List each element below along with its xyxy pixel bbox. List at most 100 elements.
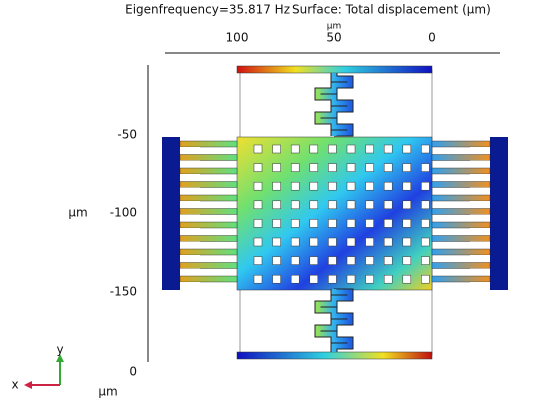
comb-gap bbox=[470, 174, 490, 182]
top-bar bbox=[236, 65, 433, 74]
etch-hole bbox=[402, 237, 412, 247]
etch-hole bbox=[253, 274, 263, 284]
comb-finger bbox=[179, 154, 238, 161]
comb-finger bbox=[431, 194, 491, 202]
etch-hole bbox=[365, 181, 374, 191]
comb-finger bbox=[431, 235, 491, 242]
comb-gap bbox=[180, 201, 200, 209]
etch-hole bbox=[383, 256, 393, 265]
etch-hole bbox=[383, 200, 393, 210]
comb-finger bbox=[431, 262, 491, 269]
etch-hole bbox=[346, 219, 356, 228]
spring bbox=[315, 73, 353, 136]
surface-label: Surface: Total displacement (µm) bbox=[292, 3, 491, 17]
etch-hole bbox=[290, 219, 300, 228]
comb-gap bbox=[470, 201, 490, 209]
triad: y x µm bbox=[11, 343, 117, 399]
etch-hole bbox=[309, 219, 319, 228]
comb-gap bbox=[470, 214, 490, 222]
etch-hole bbox=[383, 163, 393, 172]
etch-hole bbox=[253, 163, 263, 172]
triad-x: x bbox=[11, 378, 18, 392]
comb-gap bbox=[180, 160, 200, 168]
etch-hole bbox=[421, 200, 430, 210]
bottom-tick: 0 bbox=[129, 365, 137, 379]
spring bbox=[315, 289, 353, 352]
etch-hole bbox=[346, 163, 356, 172]
comb-gap bbox=[470, 187, 490, 195]
etch-hole bbox=[290, 163, 300, 172]
etch-hole bbox=[383, 219, 393, 228]
etch-hole bbox=[272, 274, 281, 284]
etch-hole bbox=[421, 256, 430, 265]
left-tick: -100 bbox=[110, 206, 137, 220]
comb-gap bbox=[470, 255, 490, 263]
etch-hole bbox=[365, 163, 374, 172]
top-unit: µm bbox=[327, 22, 342, 32]
comb-gap bbox=[180, 282, 200, 290]
etch-hole bbox=[346, 237, 356, 247]
etch-hole bbox=[328, 163, 337, 172]
etch-hole bbox=[421, 144, 430, 154]
etch-hole bbox=[365, 144, 374, 154]
etch-hole bbox=[253, 237, 263, 247]
comb-finger bbox=[431, 208, 491, 215]
etch-hole bbox=[365, 237, 374, 247]
comb-finger bbox=[179, 140, 238, 148]
geometry bbox=[162, 65, 508, 360]
etch-hole bbox=[402, 144, 412, 154]
etch-hole bbox=[346, 200, 356, 210]
comb-gap bbox=[180, 214, 200, 222]
etch-hole bbox=[253, 181, 263, 191]
etch-hole bbox=[402, 274, 412, 284]
comb-finger bbox=[179, 248, 238, 256]
comb-finger bbox=[431, 221, 491, 229]
etch-hole bbox=[272, 163, 281, 172]
etch-hole bbox=[346, 144, 356, 154]
comb-gap bbox=[470, 241, 490, 249]
etch-hole bbox=[365, 256, 374, 265]
comb-gap bbox=[180, 147, 200, 155]
left-unit: µm bbox=[68, 206, 87, 220]
etch-hole bbox=[328, 219, 337, 228]
etch-hole bbox=[383, 181, 393, 191]
etch-hole bbox=[253, 200, 263, 210]
etch-hole bbox=[272, 144, 281, 154]
etch-hole bbox=[309, 144, 319, 154]
comb-finger bbox=[179, 167, 238, 175]
etch-hole bbox=[383, 237, 393, 247]
left-tick: -150 bbox=[110, 285, 137, 299]
bottom-bar bbox=[236, 351, 433, 360]
etch-hole bbox=[290, 237, 300, 247]
comb-gap bbox=[180, 255, 200, 263]
comb-gap bbox=[470, 228, 490, 236]
etch-hole bbox=[328, 200, 337, 210]
etch-hole bbox=[328, 181, 337, 191]
comb-gap bbox=[470, 282, 490, 290]
etch-hole bbox=[421, 274, 430, 284]
comb-gap bbox=[180, 187, 200, 195]
etch-hole bbox=[290, 144, 300, 154]
top-tick: 0 bbox=[428, 31, 436, 45]
frequency: Eigenfrequency=35.817 Hz bbox=[125, 3, 290, 17]
etch-hole bbox=[290, 256, 300, 265]
comb-finger bbox=[179, 275, 238, 283]
etch-hole bbox=[328, 274, 337, 284]
comb-gap bbox=[470, 268, 490, 276]
comb-finger bbox=[431, 248, 491, 256]
comb-finger bbox=[179, 221, 238, 229]
comb-finger bbox=[431, 181, 491, 188]
etch-hole bbox=[309, 163, 319, 172]
top-tick: 100 bbox=[226, 31, 249, 45]
etch-hole bbox=[309, 181, 319, 191]
comb-finger bbox=[179, 194, 238, 202]
etch-hole bbox=[290, 181, 300, 191]
triad-unit: µm bbox=[98, 385, 117, 399]
etch-hole bbox=[309, 256, 319, 265]
proof-mass bbox=[236, 136, 433, 291]
etch-hole bbox=[272, 237, 281, 247]
etch-hole bbox=[365, 200, 374, 210]
etch-hole bbox=[328, 256, 337, 265]
etch-hole bbox=[272, 256, 281, 265]
